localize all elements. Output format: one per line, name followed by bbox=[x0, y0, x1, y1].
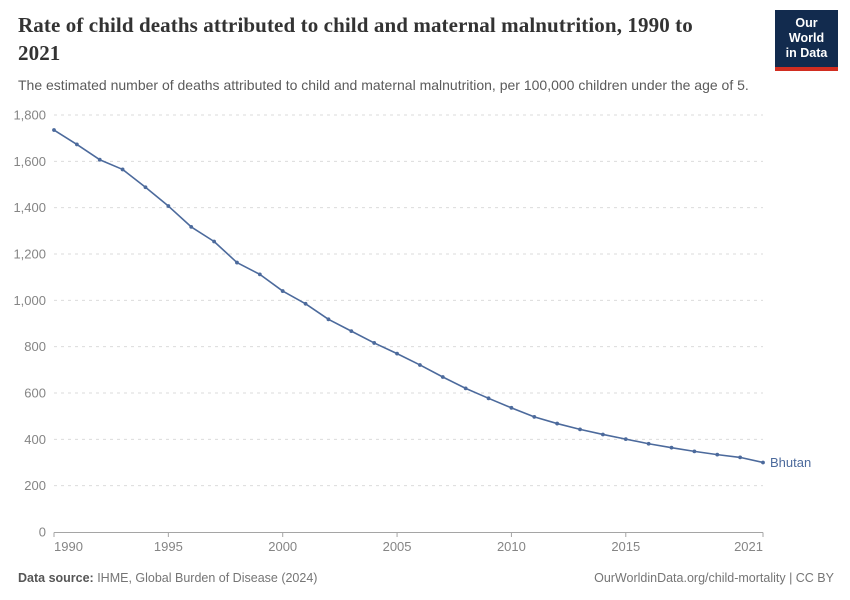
data-point bbox=[418, 363, 422, 367]
chart-header: Rate of child deaths attributed to child… bbox=[18, 12, 832, 95]
data-point bbox=[463, 386, 468, 391]
y-axis-tick-label: 1,800 bbox=[13, 108, 46, 123]
data-source-text: IHME, Global Burden of Disease (2024) bbox=[93, 571, 318, 585]
x-axis-tick-label: 1990 bbox=[54, 539, 83, 554]
data-point bbox=[692, 449, 697, 454]
y-axis-tick-label: 1,200 bbox=[13, 247, 46, 262]
data-point bbox=[646, 441, 651, 446]
data-point bbox=[212, 239, 216, 244]
data-line bbox=[53, 129, 764, 464]
y-axis-tick-label: 200 bbox=[24, 478, 46, 493]
data-point bbox=[440, 375, 445, 379]
data-point bbox=[189, 224, 194, 229]
data-point bbox=[555, 421, 560, 426]
data-point bbox=[738, 455, 743, 460]
data-source: Data source: IHME, Global Burden of Dise… bbox=[18, 571, 317, 585]
data-point bbox=[532, 414, 537, 419]
data-point bbox=[349, 329, 354, 334]
data-point bbox=[280, 289, 285, 293]
y-axis-tick-label: 1,600 bbox=[13, 154, 46, 169]
chart-footer: Data source: IHME, Global Burden of Dise… bbox=[18, 566, 834, 590]
y-axis-tick-label: 800 bbox=[24, 339, 46, 354]
owid-url-link[interactable]: OurWorldinData.org/child-mortality | CC … bbox=[594, 571, 834, 585]
data-point bbox=[120, 167, 125, 172]
data-point bbox=[669, 445, 674, 450]
x-axis-tick-label: 1995 bbox=[154, 539, 183, 554]
y-axis-tick-label: 0 bbox=[39, 525, 46, 540]
data-point bbox=[623, 437, 628, 442]
x-axis-tick-label: 2015 bbox=[611, 539, 640, 554]
data-point bbox=[761, 460, 765, 465]
y-axis-tick-label: 400 bbox=[24, 432, 46, 447]
x-axis-tick-label: 2021 bbox=[734, 539, 763, 554]
data-point bbox=[143, 185, 148, 190]
data-point bbox=[486, 396, 491, 401]
series-end-label: Bhutan bbox=[770, 455, 811, 470]
data-point bbox=[601, 432, 605, 437]
data-point bbox=[166, 204, 171, 208]
data-point bbox=[52, 128, 56, 132]
data-point bbox=[395, 351, 399, 356]
data-point bbox=[257, 272, 262, 277]
data-point bbox=[509, 405, 514, 410]
owid-logo-line1: Our World bbox=[788, 16, 825, 45]
data-point bbox=[303, 301, 308, 306]
data-point bbox=[97, 157, 102, 162]
chart-title: Rate of child deaths attributed to child… bbox=[18, 13, 693, 65]
owid-logo-line2: in Data bbox=[785, 46, 828, 60]
chart-subtitle: The estimated number of deaths attribute… bbox=[18, 77, 749, 94]
y-axis-tick-label: 1,000 bbox=[13, 293, 46, 308]
data-point bbox=[74, 142, 79, 147]
x-axis-tick-label: 2005 bbox=[383, 539, 412, 554]
y-axis-tick-label: 1,400 bbox=[13, 200, 46, 215]
data-point bbox=[578, 427, 582, 432]
data-point bbox=[715, 452, 720, 457]
x-axis-tick-label: 2000 bbox=[268, 539, 297, 554]
y-axis-tick-label: 600 bbox=[24, 386, 46, 401]
data-point bbox=[372, 341, 377, 345]
owid-logo[interactable]: Our World in Data bbox=[775, 10, 838, 71]
data-source-label: Data source: bbox=[18, 571, 94, 585]
x-axis-tick-label: 2010 bbox=[497, 539, 526, 554]
data-point bbox=[326, 317, 331, 322]
data-point bbox=[235, 260, 239, 265]
